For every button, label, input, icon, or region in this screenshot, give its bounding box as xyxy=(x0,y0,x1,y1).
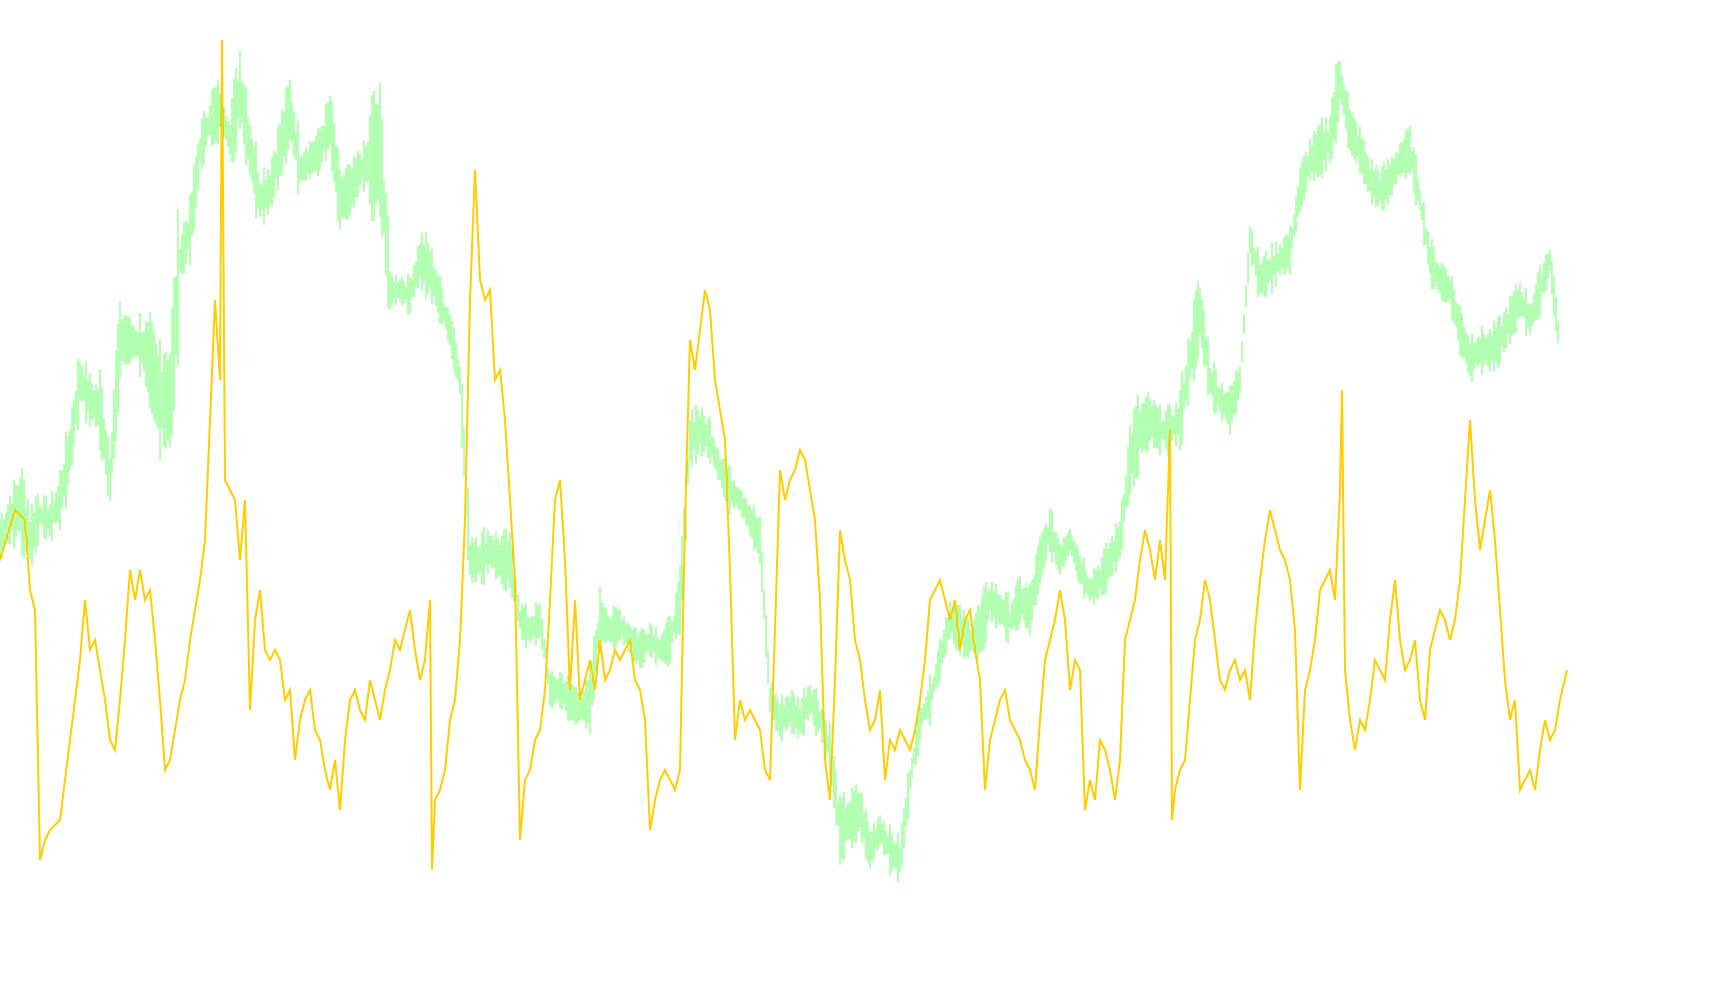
series-1 xyxy=(0,39,1568,871)
series-0 xyxy=(0,50,1559,884)
series-line xyxy=(0,39,1568,871)
